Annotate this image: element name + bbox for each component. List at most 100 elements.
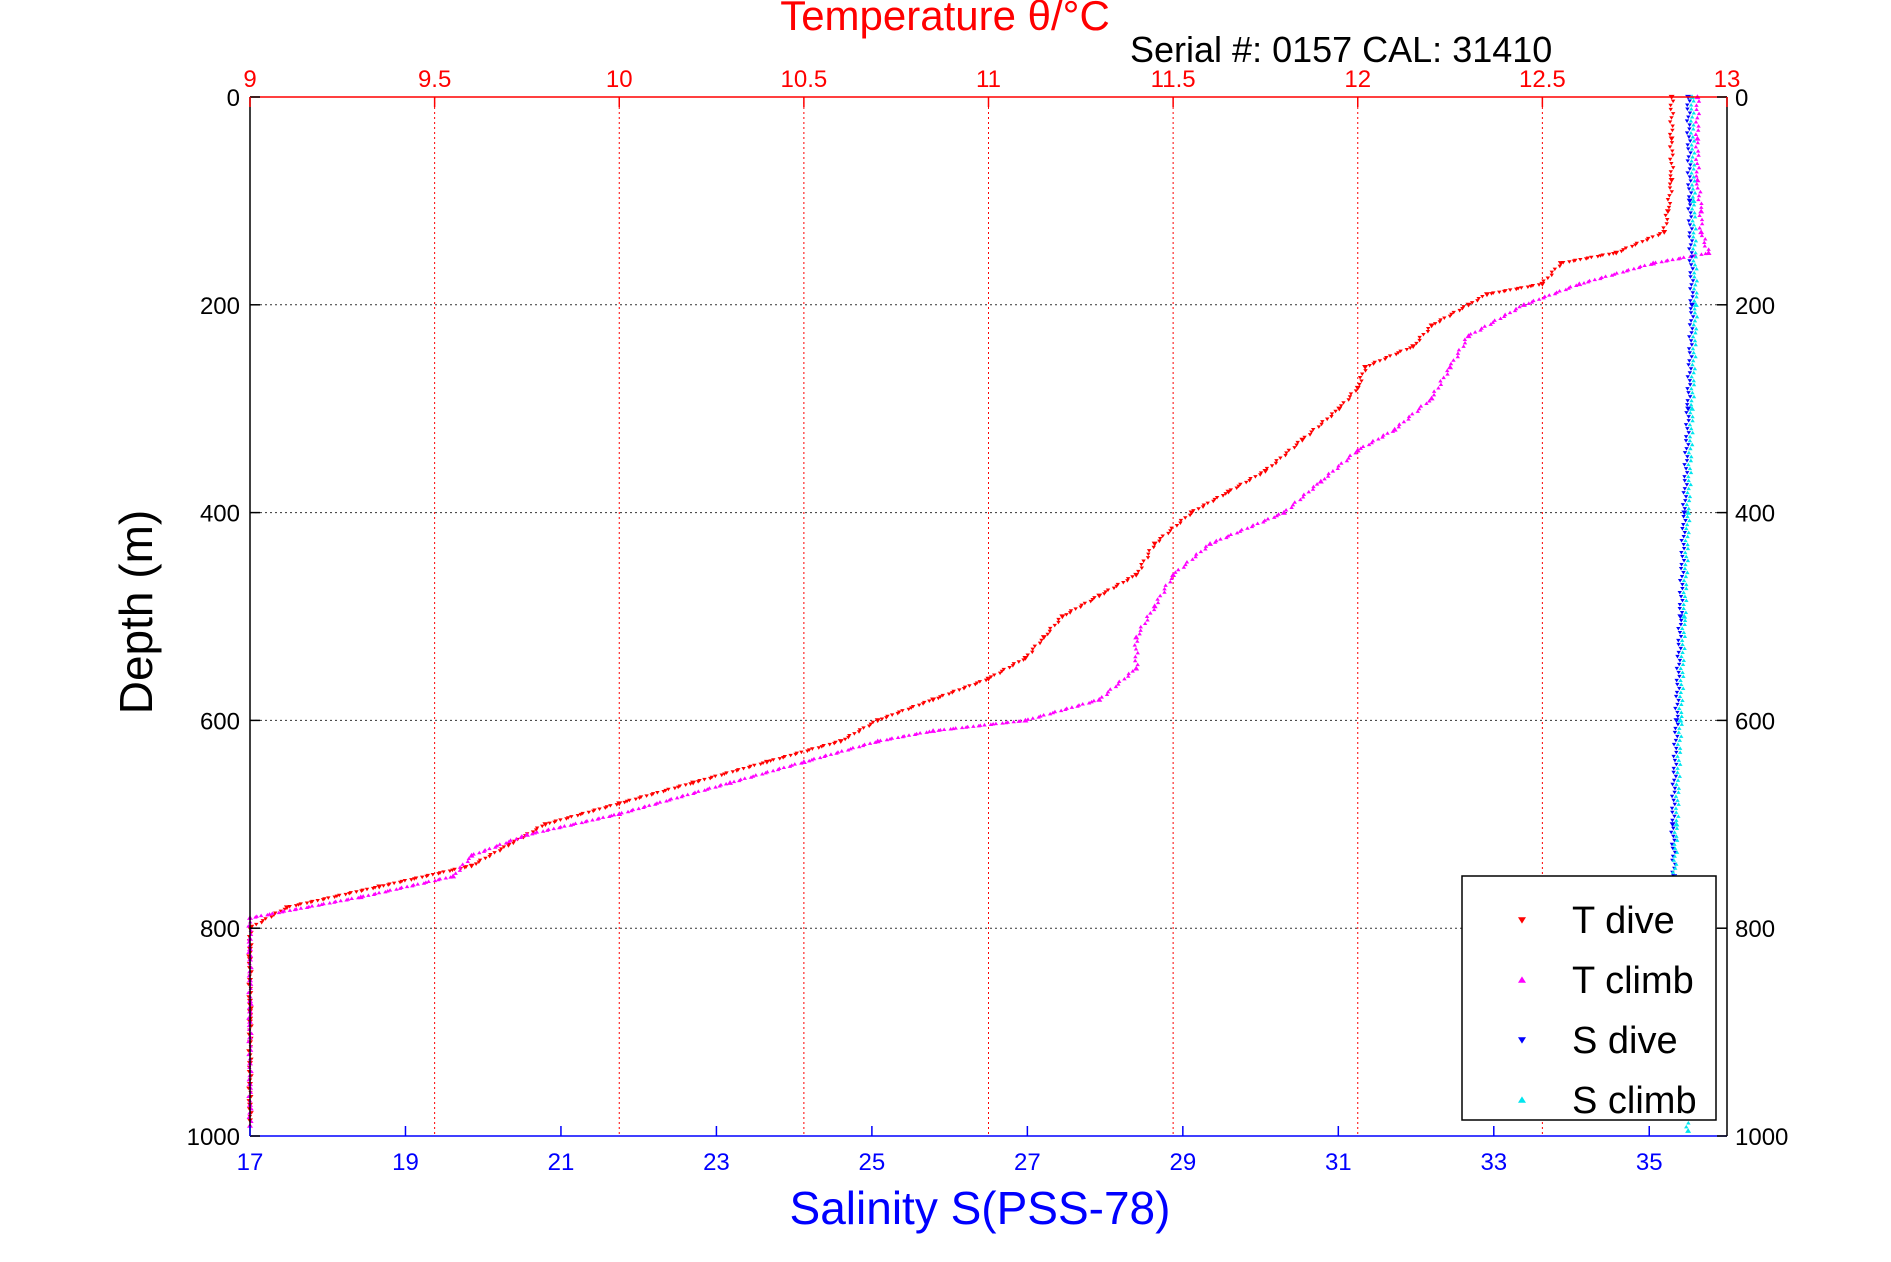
trace-point [1689,398,1694,403]
trace-point [1676,758,1682,762]
trace-point [1367,364,1372,368]
trace-point [1145,617,1150,622]
trace-point [1341,401,1346,405]
trace-point [419,875,425,880]
trace-point [1541,279,1546,284]
data-point [1170,572,1177,578]
trace-point [547,821,552,826]
data-point [523,831,530,837]
trace-point [1480,294,1485,299]
trace-point [1045,632,1050,637]
trace-point [1685,387,1690,391]
trace-point [1036,715,1041,719]
trace-point [688,782,693,786]
trace-point [443,876,448,880]
y-axis-title: Depth (m) [110,510,162,714]
trace-point [1681,543,1686,547]
trace-point [370,886,376,891]
trace-point [1697,225,1702,230]
trace-point [850,745,856,750]
trace-point [276,910,282,915]
legend-label: T dive [1572,900,1675,942]
trace-point [867,724,872,729]
trace-point [1684,554,1689,559]
trace-point [1307,433,1313,437]
trace-point [1677,746,1683,750]
trace-point [1690,362,1695,367]
trace-point [708,776,713,781]
trace-point [570,822,576,826]
trace-point [1228,532,1234,536]
trace-point [1690,418,1695,423]
chart-subtitle: Serial #: 0157 CAL: 31410 [1130,29,1552,70]
trace-point [1684,582,1689,587]
trace-point [1680,686,1686,690]
trace-point [1469,301,1475,305]
trace-point [1432,322,1438,326]
trace-point [1665,198,1671,202]
trace-point [1677,658,1683,663]
trace-point [1681,674,1686,678]
trace-point [1689,251,1694,255]
depth-tick-label-left: 600 [200,708,240,735]
trace-point [1007,665,1012,670]
trace-point [1406,417,1411,421]
trace-point [1690,134,1696,139]
trace-point [1680,582,1685,587]
trace-point [1276,512,1281,516]
trace-point [1457,308,1462,313]
trace-point [354,890,359,894]
trace-point [436,877,441,882]
trace-point [997,671,1003,676]
trace-point [1688,470,1694,475]
trace-point [1690,295,1695,299]
trace-point [1689,146,1695,151]
trace-point [1203,544,1209,548]
trace-point [590,817,595,822]
trace-point [777,757,782,761]
trace-point [447,869,453,874]
trace-point [1703,251,1708,256]
trace-point [702,777,707,782]
temperature-tick-label: 10 [606,66,633,93]
trace-point [1675,682,1680,687]
trace-point [1665,218,1670,222]
trace-point [1678,666,1683,670]
depth-tick-label-right: 200 [1735,293,1775,320]
data-point [1690,198,1697,203]
trace-point [583,819,588,824]
trace-point [1675,838,1680,842]
trace-point [608,804,613,808]
trace-point [1404,348,1410,352]
trace-point [1688,402,1694,407]
trace-point [1676,790,1681,794]
trace-point [1190,557,1195,561]
trace-point [1030,647,1035,652]
trace-point [1689,227,1695,231]
trace-point [1686,486,1691,491]
trace-point [280,909,285,914]
trace-point [1105,689,1111,694]
trace-point [1583,257,1589,261]
trace-point [1668,174,1673,178]
trace-point [1135,650,1140,655]
trace-point [1472,330,1478,334]
trace-point [1114,584,1119,589]
trace-point [564,817,569,821]
trace-point [1693,254,1699,259]
trace-point [1223,492,1228,496]
trace-point [1687,99,1692,103]
trace-point [1408,346,1413,350]
trace-point [1687,383,1693,387]
trace-point [497,849,503,853]
trace-point [309,903,315,908]
trace-point [1176,567,1181,572]
trace-point [1685,183,1691,187]
trace-point [1549,270,1555,275]
trace-point [293,904,299,908]
trace-point [1168,529,1173,533]
trace-point [580,811,585,816]
trace-point [1455,351,1461,355]
trace-point [1691,138,1697,143]
trace-point [1371,362,1376,366]
